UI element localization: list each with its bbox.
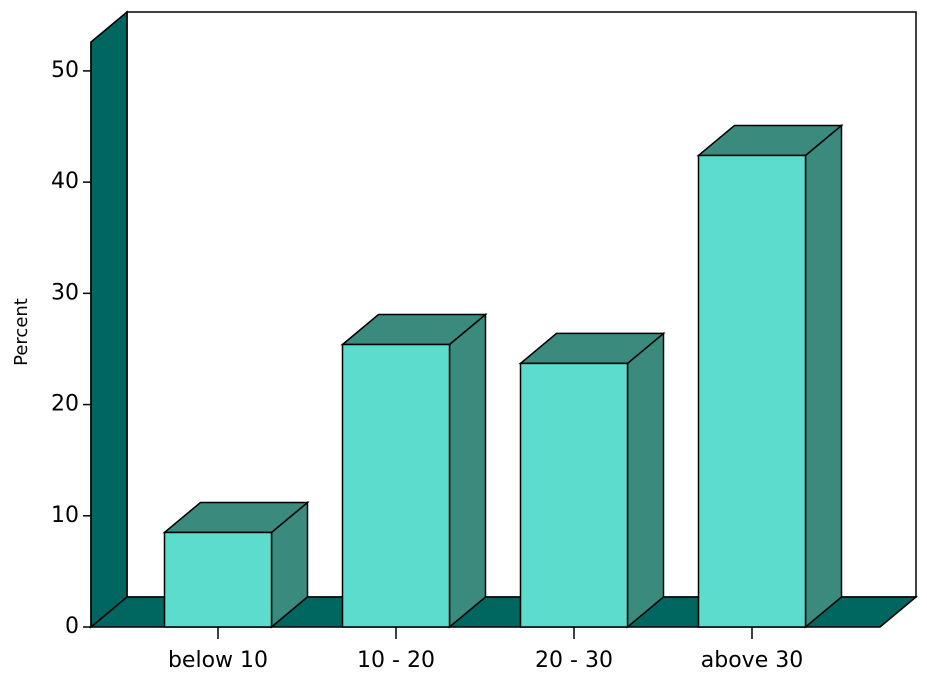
bar-side xyxy=(448,312,487,629)
x-tick-label: 20 - 30 xyxy=(535,648,613,673)
bar xyxy=(341,343,451,628)
y-tick-label: 0 xyxy=(65,614,79,639)
y-tick-label: 50 xyxy=(51,58,79,83)
y-tick-label: 30 xyxy=(51,280,79,305)
bar xyxy=(163,531,273,628)
bar xyxy=(519,362,629,628)
bar xyxy=(697,154,807,628)
y-tick-label: 10 xyxy=(51,503,79,528)
bar-side xyxy=(626,331,665,629)
y-axis-label: Percent xyxy=(11,298,32,366)
x-tick-label: above 30 xyxy=(701,648,803,673)
left-wall xyxy=(90,10,128,629)
y-tick-label: 20 xyxy=(51,392,79,417)
y-tick-label: 40 xyxy=(51,169,79,194)
x-tick-label: below 10 xyxy=(168,648,268,673)
x-tick-label: 10 - 20 xyxy=(357,648,435,673)
bar-side xyxy=(804,123,843,629)
